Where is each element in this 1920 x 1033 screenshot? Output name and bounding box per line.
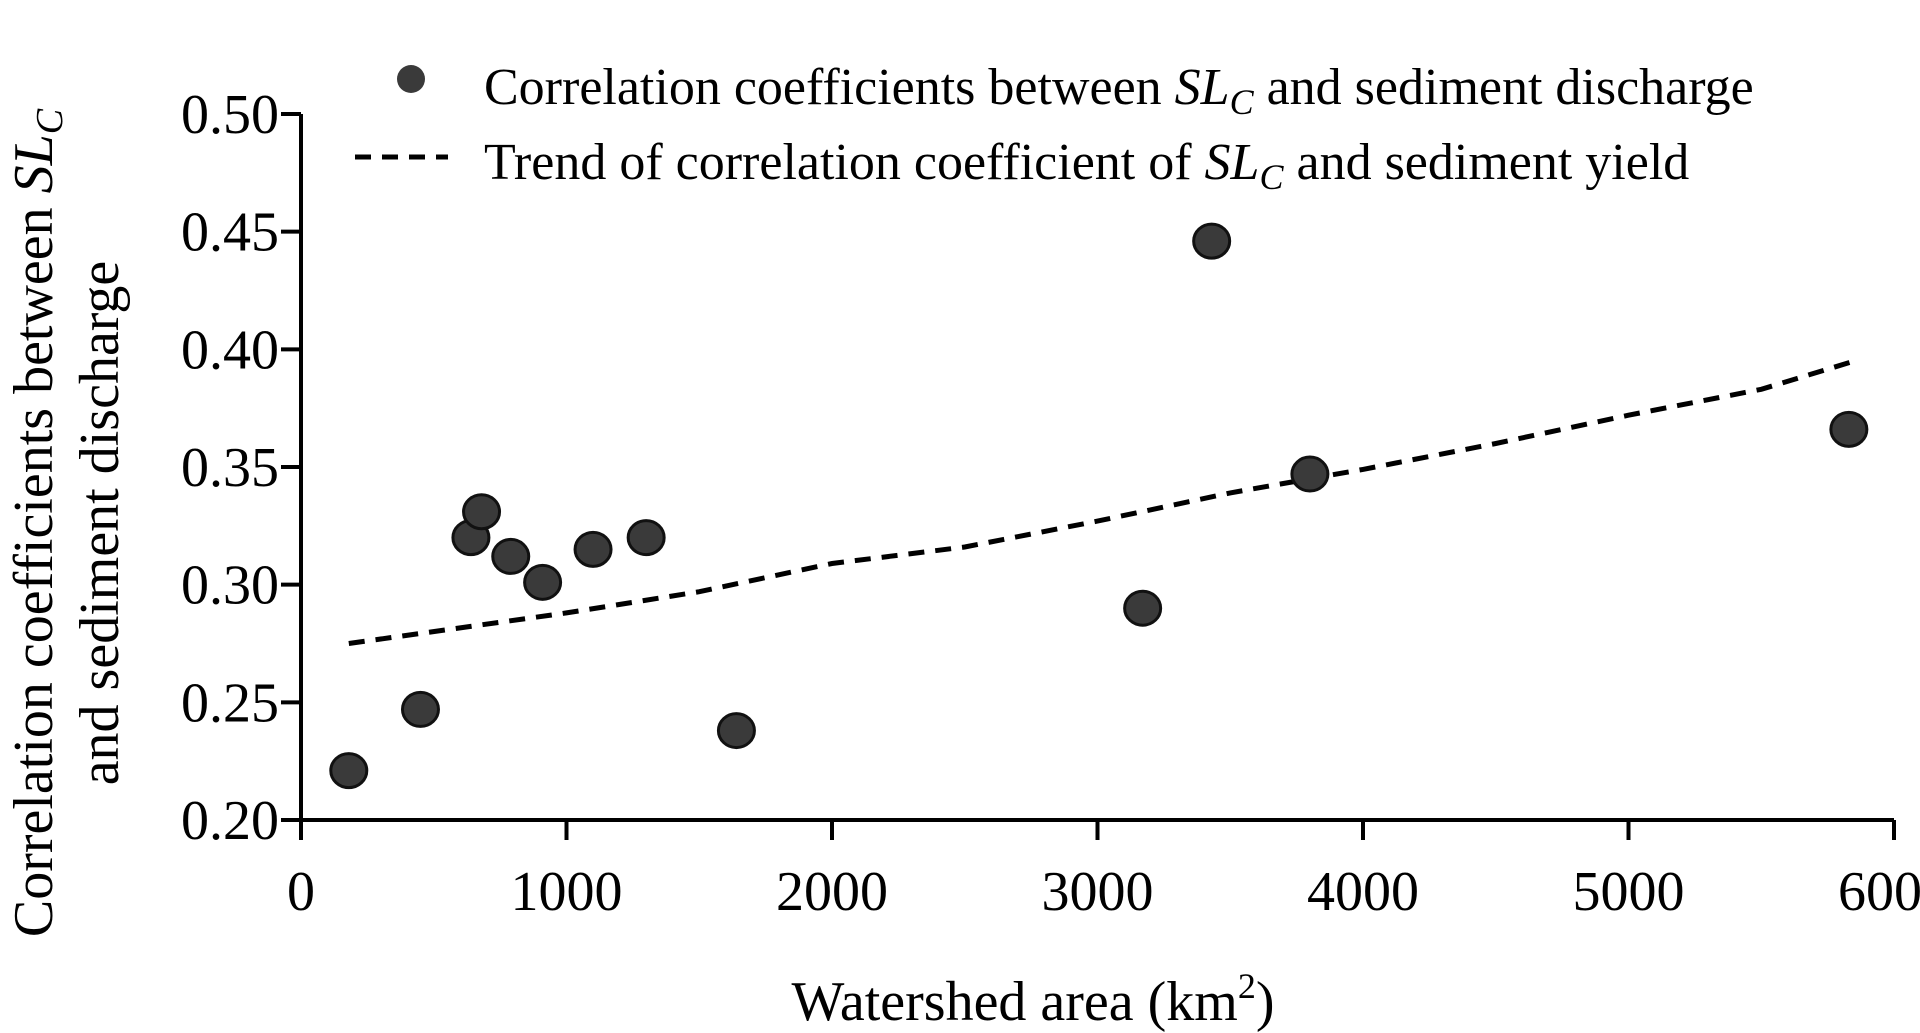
- x-tick-label: 5000: [1573, 861, 1685, 923]
- scatter-point: [573, 530, 613, 568]
- y-axis-title-line2: and sediment discharge: [69, 261, 131, 786]
- y-tick-label: 0.30: [181, 555, 279, 617]
- scatter-point: [1829, 410, 1869, 448]
- scatter-point: [1192, 222, 1232, 260]
- legend-label-trend: Trend of correlation coefficient of SLC …: [484, 134, 1689, 197]
- scatter-point: [523, 563, 563, 601]
- x-tick-label: 4000: [1307, 861, 1419, 923]
- y-tick-label: 0.50: [181, 84, 279, 146]
- x-tick-label: 0: [287, 861, 315, 923]
- y-tick-label: 0.20: [181, 790, 279, 852]
- legend-marker-icon: [397, 65, 425, 93]
- y-tick-label: 0.40: [181, 319, 279, 381]
- scatter-point: [1290, 455, 1330, 493]
- trend-line: [348, 358, 1855, 646]
- scatter-point: [491, 537, 531, 575]
- scatter-point: [716, 712, 756, 750]
- legend: Correlation coefficients between SLC and…: [355, 59, 1754, 197]
- y-tick-label: 0.25: [181, 672, 279, 734]
- trend-layer: [348, 358, 1855, 646]
- scatter-point: [462, 493, 502, 531]
- legend-label-scatter: Correlation coefficients between SLC and…: [484, 59, 1754, 122]
- y-tick-label: 0.35: [181, 437, 279, 499]
- scatter-point: [400, 690, 440, 728]
- scatter-point: [329, 752, 369, 790]
- x-tick-label: 1000: [511, 861, 623, 923]
- y-ticks: 0.20 0.25 0.30 0.35 0.40 0.45 0.50: [181, 84, 301, 852]
- scatter-point: [1123, 589, 1163, 627]
- points-layer: [329, 222, 1869, 790]
- x-axis-title: Watershed area (km2): [791, 966, 1274, 1033]
- x-tick-label: 3000: [1042, 861, 1154, 923]
- scatter-point: [626, 519, 666, 557]
- y-tick-label: 0.45: [181, 202, 279, 264]
- y-axis-title: Correlation coefficients between SLC and…: [3, 108, 131, 937]
- y-axis-title-line1: Correlation coefficients between SLC: [3, 108, 71, 937]
- x-tick-label: 2000: [776, 861, 888, 923]
